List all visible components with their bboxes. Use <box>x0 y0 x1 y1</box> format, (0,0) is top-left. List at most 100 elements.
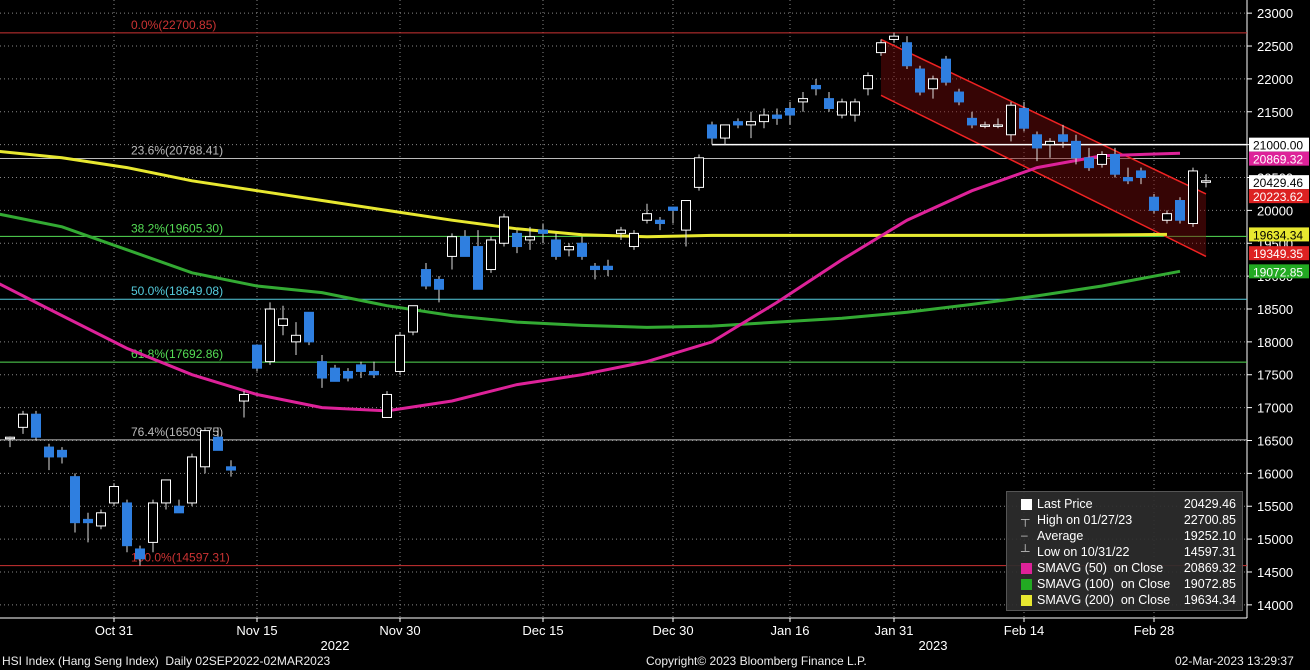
legend-last-price-label: Last Price <box>1037 497 1093 511</box>
right-value-tag <box>1249 246 1309 261</box>
fib-level-label: 0.0%(22700.85) <box>131 18 216 32</box>
fib-level-label: 38.2%(19605.30) <box>131 221 223 235</box>
y-tick-label: 20000 <box>1257 203 1293 218</box>
y-tick-label: 14000 <box>1257 598 1293 613</box>
candle-body-up <box>746 121 756 126</box>
candle-body-down <box>811 84 821 90</box>
y-tick-label: 15000 <box>1257 532 1293 547</box>
candle-body-up <box>278 318 288 326</box>
candle-body-down <box>252 344 262 369</box>
candle-body-down <box>824 98 834 109</box>
candle-body-up <box>148 502 158 543</box>
candle-body-up <box>850 101 860 116</box>
sma100-line <box>0 212 1181 329</box>
sma50-line <box>0 151 1181 413</box>
legend-high-value: 22700.85 <box>1183 513 1236 527</box>
candle-body-down <box>70 476 80 524</box>
right-value-label: 19072.85 <box>1253 265 1303 279</box>
sma100-swatch <box>1021 579 1032 590</box>
sma50-swatch <box>1021 563 1032 574</box>
candle-body-up <box>993 124 1003 127</box>
candle-body-down <box>603 265 613 271</box>
candle-body-up <box>837 101 847 116</box>
legend-sma100: SMAVG (100) on Close 19072.85 <box>1007 577 1242 593</box>
legend-average-value: 19252.10 <box>1183 529 1236 543</box>
y-tick-label: 18500 <box>1257 302 1293 317</box>
candle-body-up <box>18 413 28 428</box>
candle-body-up <box>525 236 535 241</box>
candle-body-up <box>265 308 275 363</box>
legend-last-price-value: 20429.46 <box>1183 497 1236 511</box>
legend-sma200: SMAVG (200) on Close 19634.34 <box>1007 593 1242 609</box>
candle-body-down <box>655 219 665 225</box>
legend-last-price: Last Price 20429.46 <box>1007 497 1242 513</box>
candle-body-up <box>447 236 457 257</box>
y-tick-label: 18000 <box>1257 335 1293 350</box>
x-tick-label: Dec 15 <box>522 623 563 638</box>
candle-body-up <box>395 334 405 372</box>
candle-body-down <box>122 502 132 547</box>
last-price-swatch <box>1021 499 1032 510</box>
candle-body-up <box>96 512 106 527</box>
candle-body-down <box>902 42 912 67</box>
candle-body-down <box>304 311 314 343</box>
candle-body-down <box>538 229 548 234</box>
candle-body-down <box>512 232 522 248</box>
candle-body-up <box>980 124 990 127</box>
candle-body-up <box>694 157 704 188</box>
candle-body-down <box>31 413 41 438</box>
candle-body-up <box>486 239 496 271</box>
candle-body-up <box>798 98 808 103</box>
y-tick-label: 22000 <box>1257 72 1293 87</box>
high-marker-icon: ┬ <box>1021 512 1030 526</box>
candle-body-down <box>369 370 379 376</box>
candle-body-up <box>629 232 639 248</box>
candle-body-down <box>1136 170 1146 179</box>
candle-body-down <box>668 206 678 211</box>
legend-average: – Average 19252.10 <box>1007 528 1242 545</box>
candle-body-down <box>733 121 743 126</box>
chart-legend: Last Price 20429.46 ┬ High on 01/27/23 2… <box>1006 491 1243 611</box>
candle-body-down <box>1019 107 1029 129</box>
candle-body-down <box>967 117 977 126</box>
candle-body-down <box>707 124 717 139</box>
x-tick-label: Oct 31 <box>95 623 133 638</box>
fib-level-label: 23.6%(20788.41) <box>131 144 223 158</box>
candle-body-down <box>473 246 483 290</box>
candle-body-down <box>772 114 782 119</box>
y-tick-label: 17500 <box>1257 368 1293 383</box>
candle-body-up <box>382 393 392 418</box>
candle-body-down <box>785 107 795 116</box>
right-value-tag <box>1249 151 1309 166</box>
legend-sma50: SMAVG (50) on Close 20869.32 <box>1007 561 1242 577</box>
candle-body-down <box>343 370 353 379</box>
legend-average-label: Average <box>1037 529 1084 543</box>
candle-body-up <box>200 430 210 468</box>
legend-sma50-label: SMAVG (50) on Close <box>1037 561 1164 575</box>
candle-body-up <box>928 78 938 90</box>
candle-body-up <box>564 246 574 251</box>
candle-body-down <box>1032 134 1042 149</box>
y-tick-label: 23000 <box>1257 6 1293 21</box>
candle-body-down <box>174 505 184 514</box>
candle-body-up <box>187 456 197 504</box>
candle-body-up <box>408 305 418 333</box>
y-tick-label: 22500 <box>1257 39 1293 54</box>
candle-body-down <box>135 548 145 560</box>
y-tick-label: 16000 <box>1257 466 1293 481</box>
candle-body-down <box>57 449 67 458</box>
candle-body-up <box>5 436 15 440</box>
right-value-label: 20429.46 <box>1253 176 1303 190</box>
candle-body-down <box>915 68 925 93</box>
candle-body-down <box>330 367 340 382</box>
sma200-swatch <box>1021 595 1032 606</box>
low-marker-icon: ┴ <box>1021 544 1030 558</box>
legend-sma200-label: SMAVG (200) on Close <box>1037 593 1171 607</box>
legend-sma50-value: 20869.32 <box>1183 561 1236 575</box>
candle-body-up <box>616 229 626 234</box>
fib-level-label: 100.0%(14597.31) <box>131 551 230 565</box>
x-tick-label: Nov 30 <box>379 623 420 638</box>
candle-body-up <box>109 486 119 504</box>
legend-high-label: High on 01/27/23 <box>1037 513 1133 527</box>
x-tick-label: Jan 16 <box>770 623 809 638</box>
